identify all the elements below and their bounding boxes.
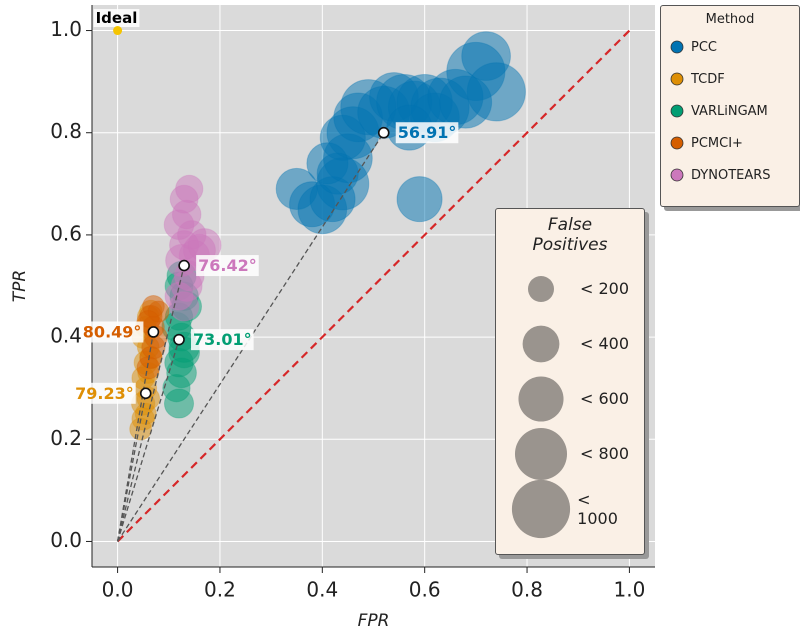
legend-entry: TCDF bbox=[669, 63, 791, 95]
size-label: < 1000 bbox=[577, 489, 618, 528]
size-marker bbox=[522, 325, 560, 362]
legend-swatch bbox=[670, 72, 684, 86]
size-legend: False Positives < 200 < 400 < 600 < 800 < 10… bbox=[495, 208, 645, 555]
size-marker bbox=[527, 275, 555, 302]
legend-marker bbox=[670, 136, 684, 150]
y-tick-label: 0.4 bbox=[50, 324, 82, 348]
y-axis-label: TPR bbox=[10, 270, 30, 302]
legend-marker bbox=[670, 40, 684, 54]
centroid bbox=[147, 326, 160, 338]
x-tick-label: 0.4 bbox=[306, 578, 338, 602]
ideal-label: Ideal bbox=[96, 9, 138, 27]
label-bg bbox=[191, 329, 254, 351]
centroid-label: 56.91° bbox=[398, 123, 457, 142]
x-tick-label: 0.8 bbox=[511, 578, 543, 602]
y-tick-label: 0.8 bbox=[50, 119, 82, 143]
size-entry: < 800 bbox=[506, 426, 634, 481]
x-tick-label: 0.2 bbox=[204, 578, 236, 602]
legend-marker bbox=[670, 72, 684, 86]
legend-label: VARLiNGAM bbox=[691, 103, 768, 119]
bubble bbox=[306, 142, 349, 185]
y-tick-label: 0.6 bbox=[50, 221, 82, 245]
size-swatch bbox=[527, 275, 555, 302]
centroid-label: 73.01° bbox=[193, 330, 252, 349]
centroid-label: 76.42° bbox=[198, 256, 257, 275]
size-label: < 400 bbox=[580, 334, 630, 353]
legend-label: TCDF bbox=[691, 71, 725, 87]
legend-label: PCC bbox=[691, 39, 717, 55]
size-label: < 600 bbox=[580, 389, 630, 408]
centroid bbox=[377, 126, 390, 139]
label-bg bbox=[73, 382, 136, 404]
ideal-point bbox=[113, 26, 123, 36]
size-label: < 200 bbox=[580, 279, 630, 298]
legend-swatch bbox=[670, 40, 684, 54]
legend-entry: DYNOTEARS bbox=[669, 159, 791, 191]
size-marker bbox=[514, 427, 568, 480]
size-entry: < 600 bbox=[506, 371, 634, 426]
legend-label: PCMCI+ bbox=[691, 135, 743, 151]
centroid-label: 79.23° bbox=[75, 384, 134, 403]
label-bg bbox=[196, 255, 259, 277]
x-tick-label: 0.0 bbox=[102, 578, 134, 602]
legend-swatch bbox=[670, 104, 684, 118]
y-tick-label: 0.2 bbox=[50, 426, 82, 450]
centroid bbox=[178, 259, 190, 272]
centroid-ray bbox=[116, 331, 155, 542]
legend-title: Method bbox=[705, 12, 755, 27]
label-bg bbox=[80, 321, 144, 343]
centroid-ray bbox=[116, 265, 185, 542]
legend-swatch bbox=[670, 168, 684, 182]
legend-swatch bbox=[670, 136, 684, 150]
size-marker bbox=[511, 479, 571, 538]
legend-label: DYNOTEARS bbox=[691, 167, 771, 183]
label-bg bbox=[93, 9, 140, 28]
size-swatch bbox=[522, 325, 560, 362]
legend-entry: PCMCI+ bbox=[669, 127, 791, 159]
y-tick-label: 1.0 bbox=[50, 17, 82, 41]
legend-entry: VARLiNGAM bbox=[669, 95, 791, 127]
x-tick-label: 0.6 bbox=[409, 578, 441, 602]
size-entry: < 1000 bbox=[506, 479, 634, 538]
centroid bbox=[139, 387, 152, 400]
legend-entry: PCC bbox=[669, 31, 791, 63]
size-entry: < 200 bbox=[506, 261, 634, 316]
y-tick-label: 0.0 bbox=[50, 528, 82, 552]
reference-line bbox=[116, 29, 631, 543]
bubble bbox=[175, 174, 204, 204]
x-tick-label: 1.0 bbox=[614, 578, 646, 602]
bubble bbox=[466, 62, 526, 122]
size-label: < 800 bbox=[580, 444, 630, 463]
size-marker bbox=[518, 375, 564, 422]
size-entry: < 400 bbox=[506, 316, 634, 371]
size-swatch bbox=[518, 375, 564, 422]
x-axis-label: FPR bbox=[358, 611, 390, 631]
centroid-ray bbox=[116, 339, 180, 542]
legend-marker bbox=[670, 168, 684, 182]
method-legend: Method PCC TCDF VARLiNGAM PCMCI+ DYNOTEARS bbox=[660, 5, 800, 207]
size-legend-title: False Positives bbox=[532, 215, 608, 255]
centroid-label: 80.49° bbox=[83, 322, 142, 341]
legend-marker bbox=[670, 104, 684, 118]
size-swatch bbox=[514, 427, 568, 480]
bubble bbox=[396, 176, 443, 223]
centroid bbox=[173, 333, 185, 346]
label-bg bbox=[395, 122, 459, 144]
size-swatch bbox=[511, 479, 571, 538]
